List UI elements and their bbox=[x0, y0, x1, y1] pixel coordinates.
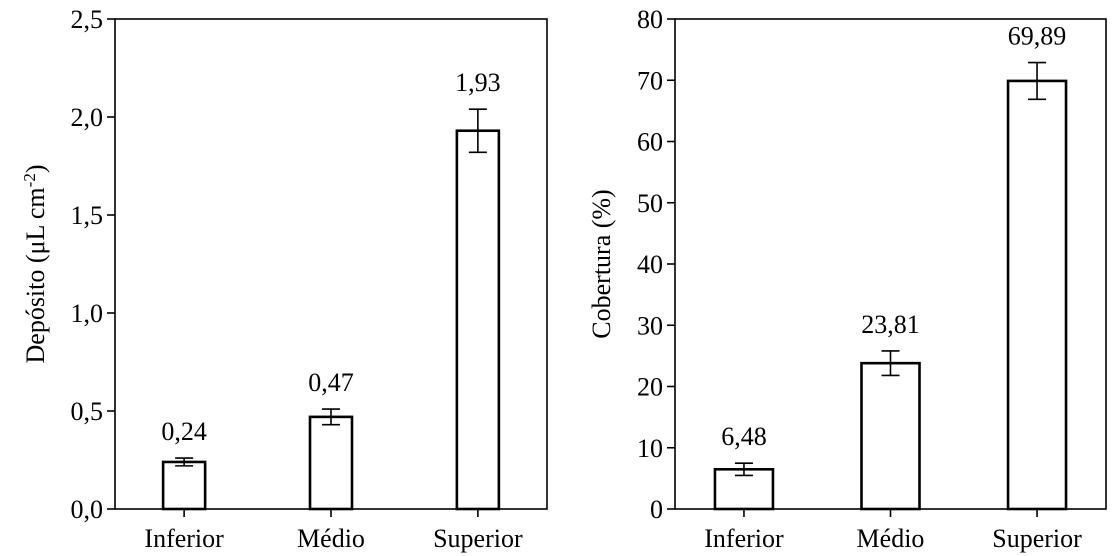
chart2-y-tick-label: 10 bbox=[637, 434, 663, 463]
chart2-y-tick-label: 20 bbox=[637, 373, 663, 402]
chart1-bar-médio bbox=[308, 415, 354, 511]
chart2-y-tick-label: 0 bbox=[650, 495, 663, 524]
chart2-category-label: Superior bbox=[992, 524, 1082, 553]
chart1-data-label: 0,47 bbox=[308, 368, 354, 397]
chart2-bar-médio bbox=[860, 361, 921, 511]
chart2-data-label: 23,81 bbox=[861, 310, 920, 339]
chart2-bar-superior bbox=[1006, 79, 1068, 511]
chart1-category-label: Inferior bbox=[144, 524, 224, 553]
chart2-category-label: Inferior bbox=[704, 524, 784, 553]
chart2-y-tick-label: 30 bbox=[637, 311, 663, 340]
chart2-data-label: 6,48 bbox=[721, 422, 767, 451]
chart2-y-tick-label: 70 bbox=[637, 66, 663, 95]
chart2-data-label: 69,89 bbox=[1008, 22, 1067, 51]
chart2-y-tick-label: 40 bbox=[637, 250, 663, 279]
chart1-y-tick-label: 1,5 bbox=[71, 201, 104, 230]
chart2-y-tick-label: 50 bbox=[637, 189, 663, 218]
chart2-category-label: Médio bbox=[857, 524, 925, 553]
chart1-category-label: Médio bbox=[297, 524, 365, 553]
chart2-y-tick-label: 60 bbox=[637, 128, 663, 157]
chart1-y-axis-title: Depósito (μL cm-2) bbox=[20, 164, 51, 363]
chart1-y-tick-label: 2,5 bbox=[71, 5, 104, 34]
chart1-bar-superior bbox=[455, 129, 501, 511]
chart1-y-tick-label: 0,5 bbox=[71, 397, 104, 426]
chart1-category-label: Superior bbox=[433, 524, 523, 553]
chart1-y-tick-label: 2,0 bbox=[71, 103, 104, 132]
chart1-data-label: 0,24 bbox=[161, 417, 207, 446]
chart2-y-tick-label: 80 bbox=[637, 5, 663, 34]
chart1-data-label: 1,93 bbox=[455, 68, 501, 97]
chart1-bar-inferior bbox=[161, 460, 207, 511]
chart1-y-tick-label: 0,0 bbox=[71, 495, 104, 524]
chart2-y-axis-title: Cobertura (%) bbox=[587, 189, 616, 338]
chart1-y-tick-label: 1,0 bbox=[71, 299, 104, 328]
